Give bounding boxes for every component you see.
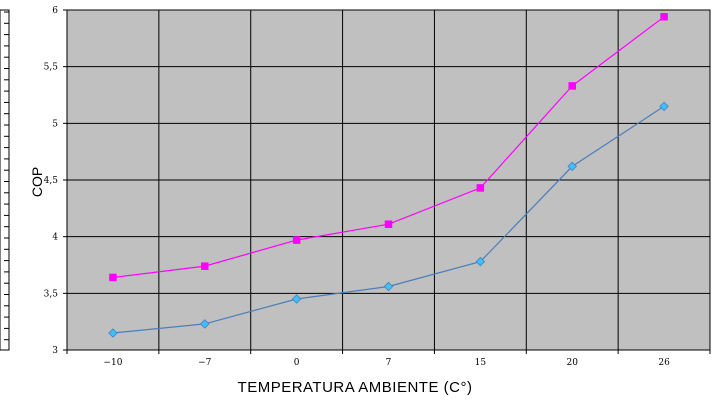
left-edge-strip	[0, 9, 10, 351]
data-point	[567, 161, 577, 172]
x-tick-label: 0	[294, 358, 300, 368]
x-tick-label: −10	[103, 358, 122, 368]
x-tick-label: 15	[475, 358, 487, 368]
x-tick-label: 20	[566, 358, 578, 368]
series-layer	[108, 13, 669, 338]
data-point	[476, 184, 485, 192]
y-tick-label: 3	[52, 346, 58, 356]
y-tick-label: 6	[52, 6, 58, 16]
y-tick-label: 5	[52, 119, 58, 129]
data-point	[108, 328, 118, 338]
x-tick-label: 26	[658, 358, 670, 368]
left-edge-ticks	[4, 11, 9, 341]
data-point	[291, 294, 302, 304]
data-point	[568, 82, 576, 90]
x-tick-label: 7	[386, 358, 392, 368]
data-point	[109, 273, 117, 282]
data-point	[383, 281, 394, 292]
data-point	[292, 236, 301, 244]
data-point	[200, 319, 210, 329]
data-point	[384, 220, 393, 228]
x-axis: −10 −7 0 7 15 20 26	[66, 350, 711, 368]
y-axis-title: COP	[29, 167, 45, 197]
data-point	[660, 13, 668, 21]
data-point	[475, 256, 486, 267]
data-point	[201, 262, 209, 270]
data-point	[659, 101, 669, 112]
y-tick-label: 4,5	[44, 176, 59, 186]
y-tick-label: 3,5	[44, 289, 59, 299]
x-axis-title: TEMPERATURA AMBIENTE (C°)	[238, 379, 473, 396]
y-tick-label: 5,5	[44, 63, 59, 73]
x-tick-label: −7	[198, 358, 212, 368]
y-axis: 3 3,5 4 4,5 5 5,5 6	[44, 6, 67, 356]
y-tick-label: 4	[52, 233, 58, 243]
